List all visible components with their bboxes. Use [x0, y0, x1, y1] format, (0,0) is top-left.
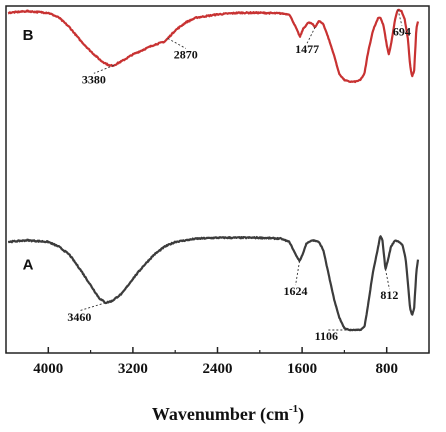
peak-leader-line [384, 269, 390, 290]
series-layer [7, 8, 420, 332]
peak-label: 3380 [82, 72, 106, 86]
peak-label: 694 [393, 25, 411, 39]
panel-label-layer: CBA [23, 27, 34, 273]
peak-label: 1477 [295, 42, 319, 56]
peak-leader-line [397, 9, 403, 26]
peak-label: 2870 [174, 47, 198, 61]
annotation-layer: 2955338028701477694346016241106812 [67, 9, 411, 343]
peak-label: 1106 [315, 329, 338, 343]
peak-label: 3460 [67, 310, 91, 324]
x-tick-label: 800 [375, 361, 398, 377]
series-line-b [7, 8, 420, 84]
peak-leader-line [306, 27, 316, 44]
plot-frame [5, 5, 430, 354]
panel-label: B [23, 27, 34, 44]
peak-leader-line [295, 261, 301, 286]
x-tick-label: 1600 [287, 361, 317, 377]
x-tick-label: 3200 [118, 361, 148, 377]
peak-leader-line [167, 38, 187, 49]
peak-leader-line [79, 302, 106, 312]
x-axis-title: Wavenumber (cm-1) [152, 403, 304, 425]
x-tick-label: 2400 [203, 361, 233, 377]
panel-label: A [23, 256, 34, 273]
x-tick-label: 4000 [33, 361, 63, 377]
x-axis: 4000 3200 2400 1600 800 [5, 347, 430, 377]
peak-label: 1624 [284, 284, 308, 298]
peak-label: 812 [380, 288, 398, 302]
peak-leader-line [93, 64, 115, 74]
